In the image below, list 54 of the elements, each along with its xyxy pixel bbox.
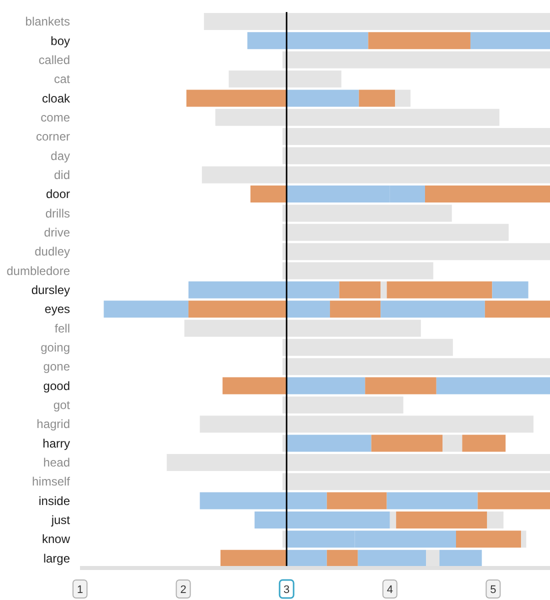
y-tick-label: drills [45,206,70,220]
y-tick-label: just [50,513,71,528]
bar [286,204,452,222]
y-tick-label: dumbledore [6,264,70,278]
bar [326,550,358,567]
y-tick-label: cloak [42,91,71,106]
y-tick-label: day [50,148,70,163]
x-tick-label: 2 [180,584,186,596]
y-tick-label: fell [54,321,70,336]
y-tick-label: dudley [34,244,70,259]
x-tick-label: 1 [76,584,84,596]
y-tick-label: going [40,340,70,355]
bar [286,128,550,146]
bar [286,358,550,376]
y-tick-label: come [40,110,70,124]
y-tick-label: got [53,398,71,412]
bar [368,32,470,50]
y-tick-label: corner [36,130,70,144]
x-tick-label: 3 [284,584,290,596]
y-tick-label: door [46,187,70,202]
y-tick-label: did [54,168,70,182]
bar [439,550,482,567]
y-tick-label: eyes [44,302,70,316]
y-tick-label: hagrid [36,417,70,432]
x-tick-label: 5 [490,584,496,596]
y-tick-label: called [38,52,70,67]
y-tick-label: inside [38,494,70,508]
bar [326,492,387,510]
bar [286,147,550,164]
y-tick-label: himself [32,474,71,489]
bar [286,338,453,356]
y-tick-label: blankets [25,14,70,29]
bar [371,434,443,452]
bar [286,243,550,260]
bar [286,224,509,241]
bar [286,262,434,280]
bar [286,473,550,490]
y-tick-label: cat [54,72,71,86]
x-tick-label: 4 [386,584,393,596]
y-tick-label: drive [44,225,70,240]
bar [286,51,550,68]
bar [339,281,381,298]
bar [492,281,528,298]
y-tick-label: good [43,378,70,393]
y-tick-label: dursley [31,283,70,297]
y-tick-label: gone [43,360,70,374]
y-tick-label: know [42,532,70,546]
bar [358,90,396,107]
bar [365,377,436,394]
y-tick-label: harry [42,436,70,450]
y-tick-label: large [43,551,70,566]
bar [286,396,404,414]
y-tick-label: boy [50,34,70,48]
y-tick-label: head [43,456,70,470]
